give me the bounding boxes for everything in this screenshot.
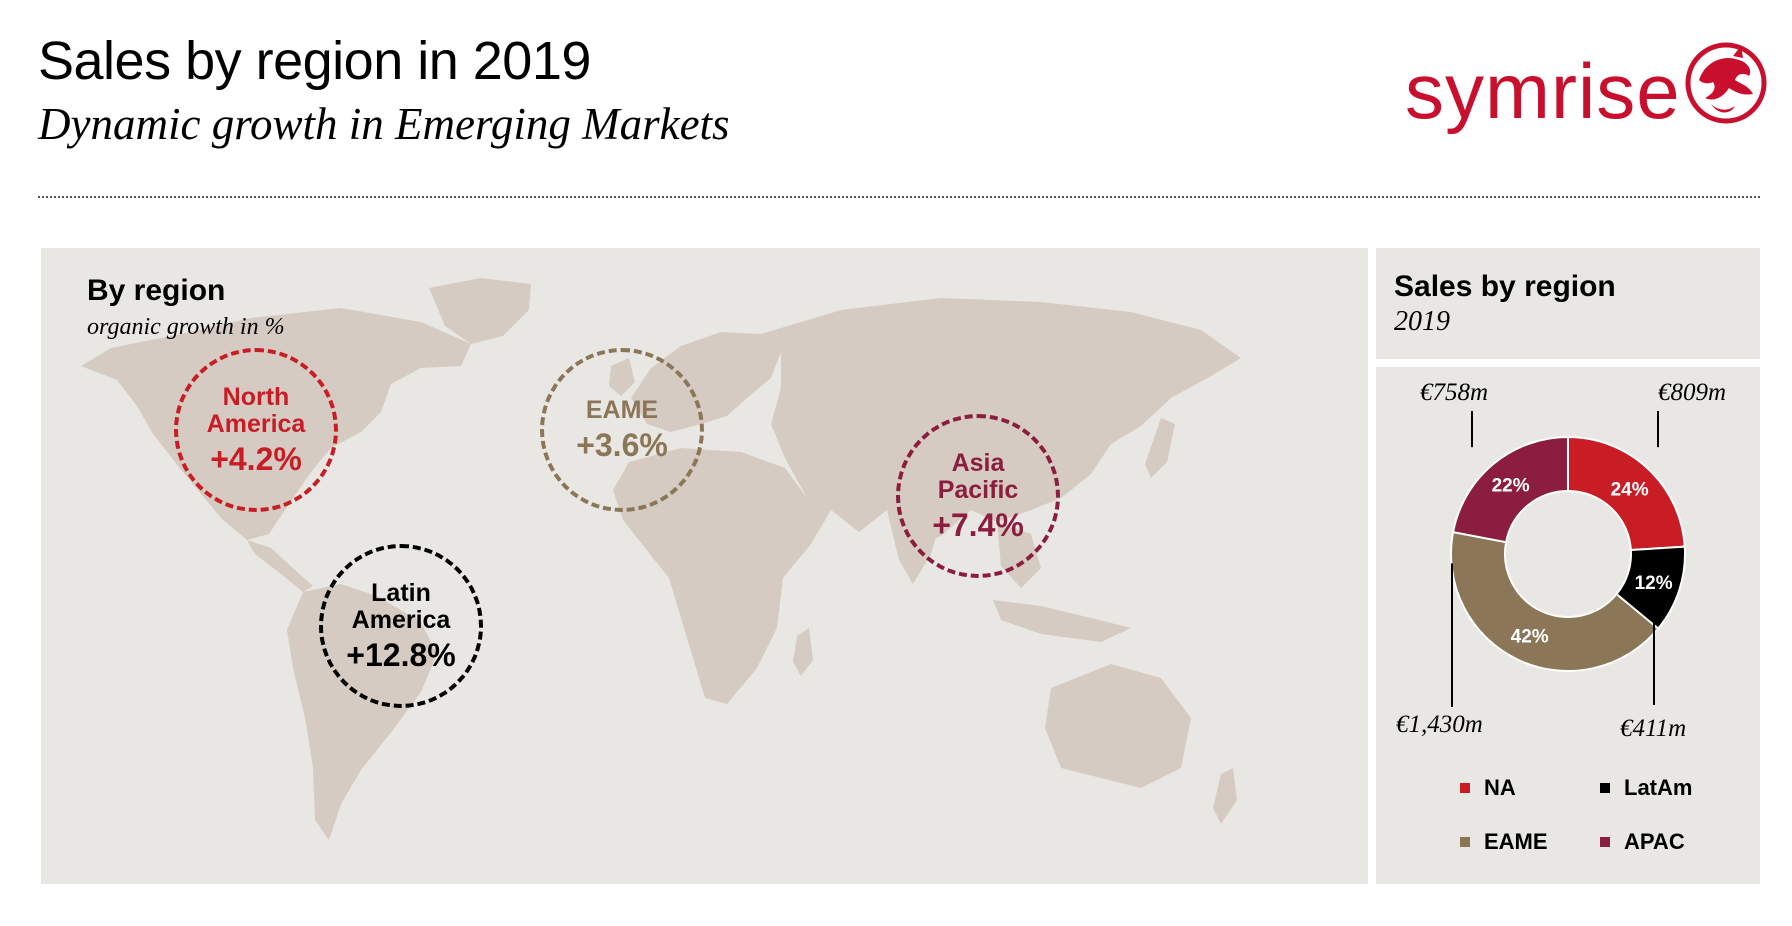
legend-label: LatAm: [1624, 775, 1693, 800]
donut-slice-apac: [1451, 435, 1569, 544]
legend-item-apac: APAC: [1600, 829, 1685, 855]
legend-item-eame: EAME: [1460, 829, 1548, 855]
eame-bubble: EAME +3.6%: [540, 348, 704, 512]
legend-label: NA: [1484, 775, 1516, 800]
sales-donut-chart: 24% 12% 42% 22%: [1450, 411, 1686, 707]
world-map: [81, 278, 1241, 840]
donut-slice-label: 24%: [1611, 479, 1649, 500]
region-name-line2: Pacific: [937, 475, 1019, 504]
region-name-line1: EAME: [585, 396, 659, 425]
legend-label: APAC: [1624, 829, 1685, 854]
indonesia-landmass: [993, 600, 1131, 642]
legend-label: EAME: [1484, 829, 1548, 854]
logo-wordmark: symrise: [1405, 47, 1681, 135]
legend-swatch: [1600, 837, 1610, 847]
latin-america-bubble: Latin America +12.8%: [319, 544, 483, 708]
legend-item-latam: LatAm: [1600, 775, 1692, 801]
region-name-line1: Latin: [371, 578, 431, 607]
region-growth-value: +3.6%: [576, 427, 668, 464]
region-name-line1: North: [222, 382, 290, 411]
asia-pacific-bubble: Asia Pacific +7.4%: [896, 414, 1060, 578]
donut-slice-eame: [1450, 530, 1660, 672]
middle-east-landmass: [785, 454, 887, 532]
amount-label-latam: €411m: [1620, 715, 1687, 742]
new-zealand-landmass: [1213, 768, 1237, 824]
region-name-line1: Asia: [951, 448, 1005, 477]
region-name-line2: America: [206, 409, 306, 438]
map-panel-title: By region: [87, 274, 226, 307]
amount-label-apac: €758m: [1420, 379, 1489, 406]
region-growth-value: +7.4%: [932, 506, 1024, 543]
australia-landmass: [1045, 664, 1191, 788]
symrise-logo: symrise: [1405, 40, 1767, 140]
greenland-landmass: [429, 278, 531, 344]
amount-label-eame: €1,430m: [1396, 711, 1483, 738]
map-panel-subtitle: organic growth in %: [87, 314, 285, 340]
legend-item-na: NA: [1460, 775, 1516, 801]
dragon-emblem-icon: [1685, 42, 1767, 124]
sales-panel-year: 2019: [1394, 306, 1450, 337]
sales-donut-panel: 24% 12% 42% 22% €758m €809m €1,430m €411m N…: [1376, 367, 1760, 884]
donut-slice-label: 22%: [1492, 476, 1530, 497]
region-name-line2: America: [351, 605, 451, 634]
map-panel: By region organic growth in % North Amer…: [41, 248, 1368, 884]
legend-swatch: [1460, 837, 1470, 847]
region-growth-value: +12.8%: [346, 636, 456, 673]
africa-landmass: [613, 448, 831, 704]
japan-landmass: [1145, 418, 1175, 478]
legend-swatch: [1600, 783, 1610, 793]
sales-panel-header: Sales by region 2019: [1376, 248, 1760, 359]
sales-panel-title: Sales by region: [1394, 270, 1616, 303]
madagascar-landmass: [793, 628, 813, 676]
page-subtitle: Dynamic growth in Emerging Markets: [38, 99, 730, 149]
header-divider: [38, 196, 1760, 198]
region-growth-value: +4.2%: [210, 440, 302, 477]
donut-slice-label: 42%: [1511, 626, 1549, 647]
north-america-bubble: North America +4.2%: [174, 348, 338, 512]
legend-swatch: [1460, 783, 1470, 793]
amount-label-na: €809m: [1658, 379, 1727, 406]
central-america-landmass: [247, 540, 313, 592]
donut-slice-na: [1567, 435, 1686, 552]
donut-slice-label: 12%: [1635, 573, 1673, 594]
page-title: Sales by region in 2019: [38, 31, 591, 91]
